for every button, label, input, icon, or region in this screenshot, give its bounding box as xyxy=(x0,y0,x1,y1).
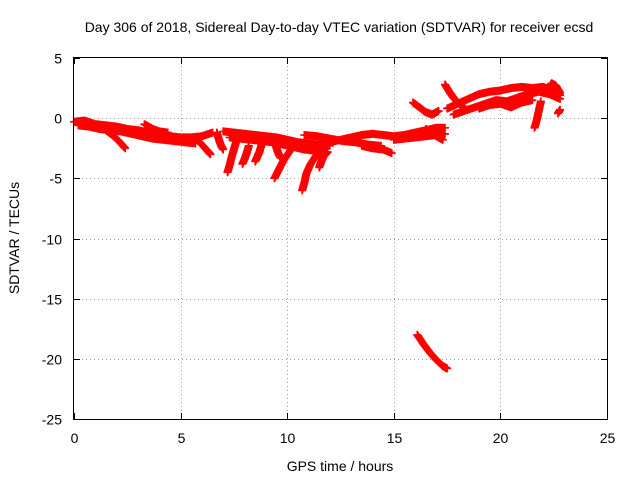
data-track xyxy=(441,80,469,112)
grid xyxy=(74,58,607,419)
x-axis-label: GPS time / hours xyxy=(287,458,394,474)
data-track xyxy=(475,96,537,113)
data-track xyxy=(357,141,396,158)
y-tick-label: 0 xyxy=(54,111,62,127)
data-track xyxy=(270,135,285,162)
data-track xyxy=(270,138,300,183)
data-points xyxy=(70,79,565,373)
data-track xyxy=(315,147,332,172)
data-track xyxy=(238,141,253,168)
plot-frame xyxy=(73,57,608,420)
tick-labels: 0 5 10 15 20 25 5 0 -5 -10 -15 -20 -25 xyxy=(42,51,616,447)
data-track xyxy=(554,105,565,118)
data-track xyxy=(530,97,545,132)
data-track xyxy=(189,133,215,159)
data-track xyxy=(212,128,228,154)
data-track xyxy=(409,98,443,119)
data-track xyxy=(298,150,321,195)
x-tick-label: 0 xyxy=(71,430,79,446)
y-tick-label: 5 xyxy=(54,51,62,67)
y-tick-label: -25 xyxy=(42,412,62,428)
data-track xyxy=(140,120,172,137)
chart-title: Day 306 of 2018, Sidereal Day-to-day VTE… xyxy=(85,19,594,35)
y-tick-label: -10 xyxy=(42,232,62,248)
data-track xyxy=(102,126,130,153)
x-tick-label: 15 xyxy=(387,430,403,446)
y-axis-label: SDTVAR / TECUs xyxy=(6,182,22,294)
data-track xyxy=(421,125,447,144)
y-tick-label: -5 xyxy=(50,171,63,187)
x-tick-label: 25 xyxy=(600,430,616,446)
x-tick-label: 5 xyxy=(178,430,186,446)
x-tick-label: 10 xyxy=(280,430,296,446)
data-track xyxy=(223,138,240,177)
y-tick-label: -20 xyxy=(42,352,62,368)
data-track xyxy=(545,79,565,97)
x-tick-label: 20 xyxy=(493,430,509,446)
data-track xyxy=(413,330,452,373)
y-tick-label: -15 xyxy=(42,292,62,308)
data-track xyxy=(251,140,266,166)
